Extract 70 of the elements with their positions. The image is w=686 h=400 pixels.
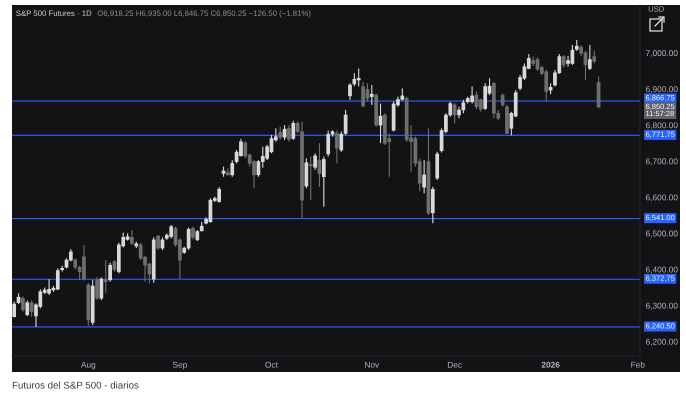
y-tick-label: 6,800.00 bbox=[646, 122, 678, 130]
candlestick bbox=[30, 300, 34, 318]
text: Futuros del S&P 500 - diarios bbox=[12, 381, 138, 389]
y-tick-label: 6,300.00 bbox=[646, 302, 678, 310]
candlestick bbox=[422, 160, 426, 194]
x-tick-label: Feb bbox=[631, 362, 645, 368]
x-tick-label: Sep bbox=[172, 362, 187, 370]
candlestick bbox=[531, 56, 536, 67]
candlestick bbox=[200, 221, 204, 232]
candlestick bbox=[191, 226, 195, 240]
candlestick bbox=[562, 54, 566, 68]
candlestick bbox=[474, 91, 478, 110]
candlestick bbox=[335, 130, 339, 164]
x-tick-label: Dec bbox=[448, 362, 462, 368]
candlestick bbox=[318, 142, 322, 188]
candlestick bbox=[104, 259, 108, 294]
candlestick bbox=[25, 300, 30, 317]
candlestick bbox=[356, 68, 361, 88]
y-tick-label: 6,500.00 bbox=[646, 230, 678, 238]
candlestick bbox=[16, 292, 20, 305]
candlestick bbox=[588, 44, 592, 70]
candlestick bbox=[548, 82, 552, 95]
candlestick bbox=[282, 124, 286, 140]
candlestick bbox=[322, 156, 326, 208]
candlestick bbox=[169, 224, 174, 239]
y-tick-label: 6,700.00 bbox=[646, 158, 678, 166]
y-tick-label: 6,600.00 bbox=[646, 194, 678, 202]
candlestick bbox=[326, 130, 330, 158]
y-tick-label: 6,400.00 bbox=[646, 266, 678, 274]
candlestick bbox=[56, 268, 60, 291]
candlestick bbox=[348, 82, 352, 100]
candlestick bbox=[592, 50, 596, 64]
candlestick bbox=[21, 296, 25, 312]
candlestick bbox=[12, 300, 16, 318]
candlestick bbox=[112, 259, 116, 272]
candlestick bbox=[452, 102, 457, 124]
candlestick bbox=[544, 69, 548, 102]
candlestick bbox=[195, 230, 200, 242]
candlestick bbox=[470, 86, 474, 104]
candlestick bbox=[160, 236, 164, 250]
y-tick-label: 6,900.00 bbox=[646, 86, 678, 94]
candlestick bbox=[73, 258, 78, 270]
candlestick bbox=[278, 126, 282, 140]
x-tick-label: 2026 bbox=[542, 362, 560, 368]
candlestick bbox=[430, 186, 435, 224]
candlestick bbox=[287, 124, 291, 142]
x-tick-label: Nov bbox=[365, 362, 380, 368]
candlestick bbox=[478, 98, 483, 112]
candlestick bbox=[352, 72, 356, 87]
candlestick bbox=[95, 276, 99, 301]
candlestick bbox=[313, 152, 317, 170]
candlestick bbox=[100, 276, 104, 301]
candlestick bbox=[308, 156, 313, 201]
candlestick bbox=[130, 230, 134, 246]
candlestick bbox=[156, 234, 160, 250]
candlestick bbox=[291, 120, 296, 140]
x-tick-label: Oct bbox=[265, 362, 278, 368]
candlestick bbox=[217, 186, 222, 204]
candlestick bbox=[304, 158, 308, 189]
candlestick bbox=[400, 88, 404, 102]
candlestick bbox=[108, 262, 112, 282]
y-tick-label: 6,200.00 bbox=[646, 338, 678, 346]
candlestick bbox=[483, 82, 488, 111]
y-tick-label: 7,000.00 bbox=[646, 50, 678, 58]
x-tick-label: Aug bbox=[80, 362, 96, 370]
candlestick bbox=[186, 227, 190, 250]
candlestick bbox=[500, 92, 504, 108]
candlestick bbox=[222, 166, 226, 178]
candlestick bbox=[370, 84, 374, 106]
candlestick bbox=[378, 102, 382, 144]
